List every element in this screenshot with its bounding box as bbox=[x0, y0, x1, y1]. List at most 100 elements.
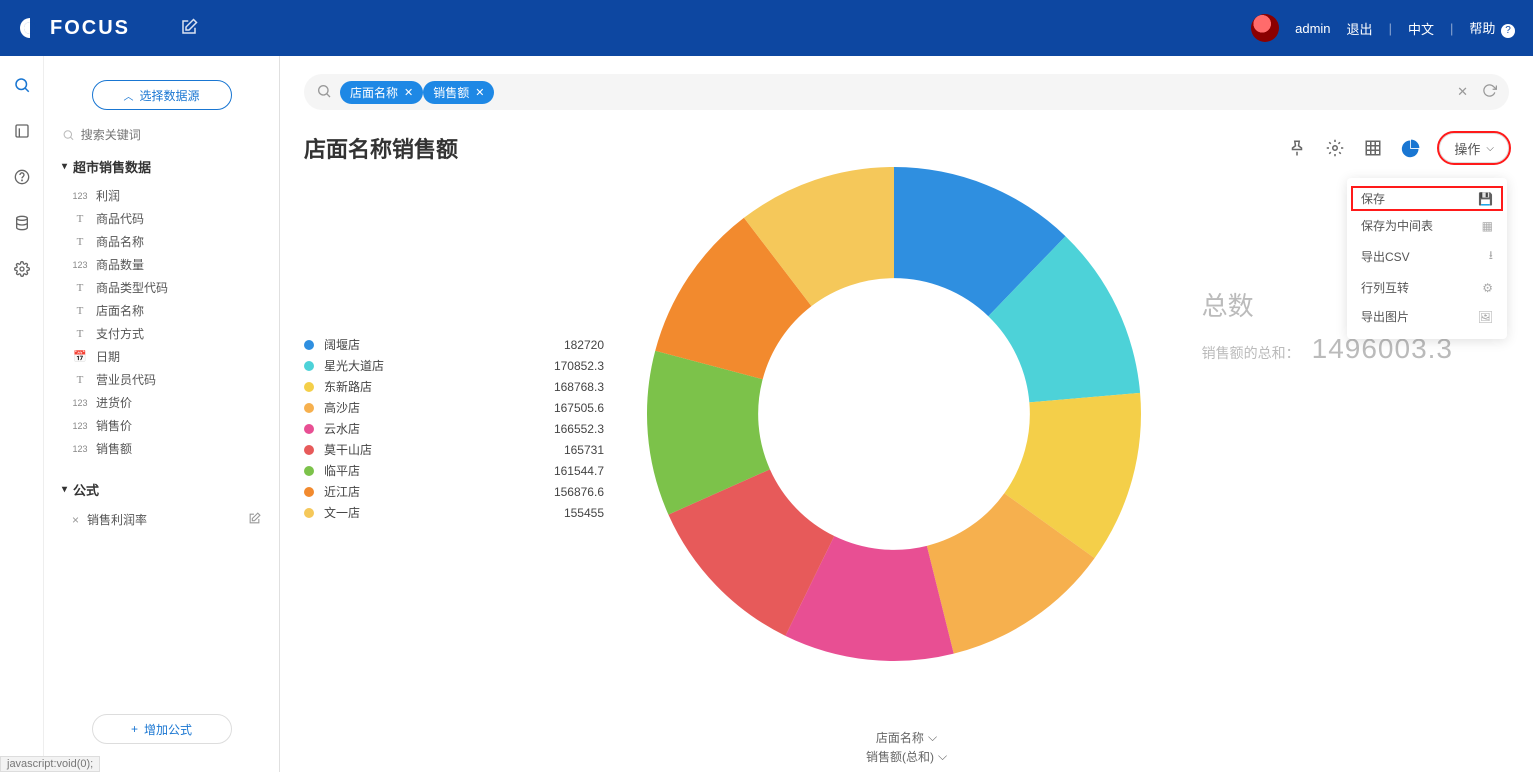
field-type-icon: T bbox=[72, 328, 88, 340]
sidebar-search-input[interactable] bbox=[81, 128, 261, 142]
axis-labels: 店面名称 ⌵ 销售额(总和) ⌵ bbox=[865, 728, 948, 766]
logo[interactable]: FOCUS bbox=[18, 16, 130, 40]
table-icon[interactable] bbox=[1363, 138, 1383, 158]
pin-icon[interactable] bbox=[1287, 138, 1307, 158]
help-link[interactable]: 帮助 ? bbox=[1469, 18, 1515, 38]
field-item[interactable]: 📅日期 bbox=[72, 345, 261, 368]
legend-value: 167505.6 bbox=[554, 401, 604, 415]
legend-value: 182720 bbox=[564, 338, 604, 352]
legend-value: 168768.3 bbox=[554, 380, 604, 394]
legend-item[interactable]: 高沙店167505.6 bbox=[304, 397, 604, 418]
legend-item[interactable]: 临平店161544.7 bbox=[304, 460, 604, 481]
chevron-down-icon: ⌵ bbox=[1486, 143, 1494, 154]
field-item[interactable]: T支付方式 bbox=[72, 322, 261, 345]
field-label: 销售额 bbox=[96, 440, 132, 457]
legend-item[interactable]: 文一店155455 bbox=[304, 502, 604, 523]
search-icon[interactable] bbox=[13, 76, 31, 94]
field-type-icon: T bbox=[72, 374, 88, 386]
field-label: 商品类型代码 bbox=[96, 279, 168, 296]
sidebar-search[interactable] bbox=[62, 128, 261, 143]
legend-item[interactable]: 近江店156876.6 bbox=[304, 481, 604, 502]
menu-item[interactable]: 行列互转⚙ bbox=[1347, 273, 1507, 302]
clear-icon[interactable]: ✕ bbox=[1457, 84, 1468, 100]
field-type-icon: 123 bbox=[72, 397, 88, 409]
field-item[interactable]: T商品代码 bbox=[72, 207, 261, 230]
menu-item-icon: ⭳ bbox=[1489, 246, 1493, 267]
legend-item[interactable]: 星光大道店170852.3 bbox=[304, 355, 604, 376]
menu-item[interactable]: 导出图片🖼 bbox=[1347, 302, 1507, 331]
search-icon bbox=[316, 83, 332, 102]
field-item[interactable]: 123商品数量 bbox=[72, 253, 261, 276]
edit-icon[interactable] bbox=[248, 512, 261, 528]
lang-link[interactable]: 中文 bbox=[1408, 19, 1434, 38]
field-label: 营业员代码 bbox=[96, 371, 156, 388]
legend-item[interactable]: 莫干山店165731 bbox=[304, 439, 604, 460]
action-button[interactable]: 操作 ⌵ bbox=[1439, 133, 1509, 163]
field-label: 利润 bbox=[96, 187, 120, 204]
field-item[interactable]: 123 利润 bbox=[72, 184, 261, 207]
username[interactable]: admin bbox=[1295, 21, 1330, 36]
add-formula-button[interactable]: + 增加公式 bbox=[92, 714, 232, 744]
divider: | bbox=[1389, 21, 1392, 36]
field-type-icon: T bbox=[72, 282, 88, 294]
legend-label: 近江店 bbox=[324, 483, 554, 500]
legend-dot-icon bbox=[304, 508, 314, 518]
legend-label: 文一店 bbox=[324, 504, 564, 521]
field-label: 销售价 bbox=[96, 417, 132, 434]
field-item[interactable]: 123进货价 bbox=[72, 391, 261, 414]
field-type-icon: 123 bbox=[72, 190, 88, 202]
legend-item[interactable]: 东新路店168768.3 bbox=[304, 376, 604, 397]
refresh-icon[interactable] bbox=[1482, 83, 1497, 101]
query-bar[interactable]: 店面名称✕销售额✕ ✕ bbox=[304, 74, 1509, 110]
chevron-down-icon: ⌵ bbox=[928, 730, 937, 745]
formula-item[interactable]: ×销售利润率 bbox=[44, 507, 279, 532]
legend-value: 166552.3 bbox=[554, 422, 604, 436]
field-type-icon: T bbox=[72, 236, 88, 248]
brand-text: FOCUS bbox=[50, 17, 130, 40]
page-title: 店面名称销售额 bbox=[304, 132, 458, 164]
edit-icon[interactable] bbox=[180, 18, 198, 39]
pie-chart-icon[interactable] bbox=[1401, 138, 1421, 158]
legend-dot-icon bbox=[304, 361, 314, 371]
gear-icon[interactable] bbox=[1325, 138, 1345, 158]
field-label: 日期 bbox=[96, 348, 120, 365]
legend-value: 161544.7 bbox=[554, 464, 604, 478]
avatar[interactable] bbox=[1251, 14, 1279, 42]
legend-dot-icon bbox=[304, 466, 314, 476]
settings-icon[interactable] bbox=[13, 260, 31, 278]
close-icon[interactable]: × bbox=[72, 513, 79, 527]
logout-link[interactable]: 退出 bbox=[1347, 19, 1373, 38]
menu-item[interactable]: 保存为中间表▦ bbox=[1347, 211, 1507, 240]
database-icon[interactable] bbox=[13, 214, 31, 232]
close-icon[interactable]: ✕ bbox=[475, 86, 484, 99]
field-item[interactable]: T 商品类型代码 bbox=[72, 276, 261, 299]
select-datasource-button[interactable]: ︿ 选择数据源 bbox=[92, 80, 232, 110]
help-icon[interactable] bbox=[13, 168, 31, 186]
caret-down-icon: ▾ bbox=[62, 484, 67, 495]
axis-measure[interactable]: 销售额(总和) ⌵ bbox=[865, 747, 948, 766]
field-item[interactable]: T 营业员代码 bbox=[72, 368, 261, 391]
field-item[interactable]: 123销售额 bbox=[72, 437, 261, 460]
chevron-up-icon: ︿ bbox=[123, 88, 133, 103]
menu-item[interactable]: 导出CSV ⭳ bbox=[1347, 240, 1507, 273]
close-icon[interactable]: ✕ bbox=[404, 86, 413, 99]
field-item[interactable]: T店面名称 bbox=[72, 299, 261, 322]
legend-item[interactable]: 阔堰店182720 bbox=[304, 334, 604, 355]
dashboard-icon[interactable] bbox=[13, 122, 31, 140]
menu-item[interactable]: 保存💾 bbox=[1351, 186, 1503, 211]
menu-label: 导出CSV bbox=[1361, 248, 1410, 265]
axis-dim[interactable]: 店面名称 ⌵ bbox=[865, 728, 948, 747]
top-nav: FOCUS admin 退出 | 中文 | 帮助 ? bbox=[0, 0, 1533, 56]
legend-dot-icon bbox=[304, 382, 314, 392]
summary-label: 销售额的总和： bbox=[1202, 343, 1300, 363]
field-item[interactable]: T商品名称 bbox=[72, 230, 261, 253]
query-chip[interactable]: 店面名称✕ bbox=[340, 81, 423, 104]
legend-label: 临平店 bbox=[324, 462, 554, 479]
field-type-icon: 123 bbox=[72, 420, 88, 432]
legend-item[interactable]: 云水店166552.3 bbox=[304, 418, 604, 439]
chevron-down-icon: ⌵ bbox=[938, 749, 947, 764]
formula-header[interactable]: ▾ 公式 bbox=[62, 480, 261, 499]
dataset-header[interactable]: ▾ 超市销售数据 bbox=[62, 157, 261, 176]
field-item[interactable]: 123 销售价 bbox=[72, 414, 261, 437]
query-chip[interactable]: 销售额✕ bbox=[423, 81, 494, 104]
